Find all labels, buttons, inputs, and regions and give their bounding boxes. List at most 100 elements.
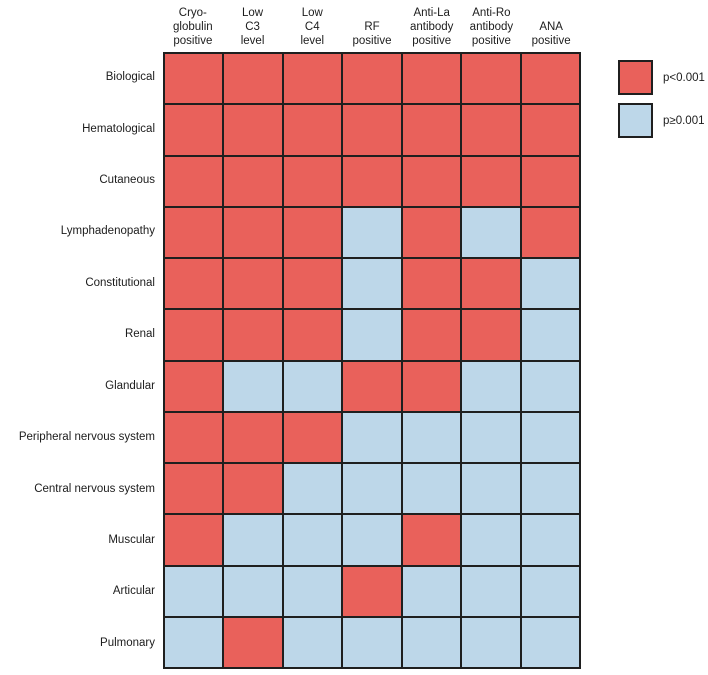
heatmap-cell xyxy=(461,616,521,668)
row-label: Pulmonary xyxy=(100,636,155,649)
heatmap-cell xyxy=(401,360,462,412)
column-headers: Cryo- globulin positive Low C3 level Low C… xyxy=(163,0,581,50)
heatmap-cell xyxy=(342,53,402,105)
heatmap-cell xyxy=(461,411,521,463)
row-label: Articular xyxy=(112,585,155,598)
heatmap-cell xyxy=(401,411,462,463)
heatmap-cell xyxy=(164,411,224,463)
heatmap-cell xyxy=(342,309,402,361)
heatmap-cell xyxy=(342,104,402,156)
heatmap-cell xyxy=(401,565,462,617)
heatmap-cell xyxy=(223,514,283,566)
row-label: Constitutional xyxy=(85,276,155,289)
row-label: Central nervous system xyxy=(34,482,155,495)
heatmap-cell xyxy=(282,463,343,515)
heatmap-cell xyxy=(223,206,283,258)
heatmap-cell xyxy=(282,616,343,668)
heatmap-cell xyxy=(401,104,462,156)
heatmap-cell xyxy=(342,463,402,515)
heatmap-cell xyxy=(223,309,283,361)
heatmap-cell xyxy=(282,155,343,207)
heatmap-cell xyxy=(342,616,402,668)
heatmap-cell xyxy=(223,411,283,463)
legend-swatch-red xyxy=(618,60,653,95)
heatmap-cell xyxy=(164,309,224,361)
heatmap-cell xyxy=(461,53,521,105)
row-label: Renal xyxy=(124,328,155,341)
heatmap-cell xyxy=(164,104,224,156)
heatmap-cell xyxy=(223,53,283,105)
heatmap-cell xyxy=(461,514,521,566)
heatmap-cell xyxy=(282,514,343,566)
heatmap-cell xyxy=(520,155,580,207)
column-header: Cryo- globulin positive xyxy=(173,7,213,47)
heatmap-cell xyxy=(520,206,580,258)
heatmap-cell xyxy=(282,309,343,361)
heatmap-cell xyxy=(164,463,224,515)
row-label: Hematological xyxy=(82,122,155,135)
heatmap-cell xyxy=(223,258,283,310)
heatmap-cell xyxy=(401,53,462,105)
heatmap-cell xyxy=(401,463,462,515)
heatmap-cell xyxy=(164,258,224,310)
row-label: Peripheral nervous system xyxy=(18,431,155,444)
heatmap-cell xyxy=(282,411,343,463)
heatmap-cell xyxy=(282,258,343,310)
heatmap-cell xyxy=(223,155,283,207)
heatmap-cell xyxy=(223,616,283,668)
column-header: Low C3 level xyxy=(240,7,265,47)
heatmap-cell xyxy=(401,258,462,310)
heatmap-cell xyxy=(401,514,462,566)
heatmap-cell xyxy=(401,616,462,668)
heatmap-cell xyxy=(461,206,521,258)
row-label: Glandular xyxy=(105,379,155,392)
heatmap-cell xyxy=(282,565,343,617)
heatmap-cell xyxy=(164,155,224,207)
heatmap-cell xyxy=(520,411,580,463)
heatmap-cell xyxy=(461,104,521,156)
heatmap-cell xyxy=(461,258,521,310)
legend-swatch-blue xyxy=(618,103,653,138)
row-label: Cutaneous xyxy=(99,174,155,187)
legend-item-not-significant: p≥0.001 xyxy=(618,103,705,138)
heatmap-cell xyxy=(342,565,402,617)
heatmap-cell xyxy=(164,206,224,258)
heatmap-cell xyxy=(223,565,283,617)
heatmap-cell xyxy=(461,309,521,361)
heatmap-cell xyxy=(164,565,224,617)
heatmap-cell xyxy=(401,206,462,258)
heatmap-cell xyxy=(520,565,580,617)
heatmap-cell xyxy=(342,411,402,463)
heatmap-cell xyxy=(164,53,224,105)
heatmap-cell xyxy=(164,360,224,412)
heatmap-cell xyxy=(223,104,283,156)
column-header: Anti-Ro antibody positive xyxy=(469,7,514,47)
heatmap-cell xyxy=(342,514,402,566)
row-label: Biological xyxy=(105,71,155,84)
heatmap-cell xyxy=(520,104,580,156)
heatmap-cell xyxy=(342,258,402,310)
heatmap-cell xyxy=(520,463,580,515)
heatmap-cell xyxy=(461,360,521,412)
heatmap-cell xyxy=(401,309,462,361)
heatmap-cell xyxy=(282,104,343,156)
heatmap-cell xyxy=(461,155,521,207)
heatmap-cell xyxy=(520,360,580,412)
heatmap-cell xyxy=(282,53,343,105)
row-labels: Biological Hematological Cutaneous Lymphade… xyxy=(0,52,157,669)
legend-label: p<0.001 xyxy=(663,71,705,84)
row-label: Muscular xyxy=(108,533,155,546)
column-header: RF positive xyxy=(352,21,392,47)
heatmap-cell xyxy=(342,360,402,412)
heatmap-cell xyxy=(164,514,224,566)
legend-item-significant: p<0.001 xyxy=(618,60,705,95)
heatmap-cell xyxy=(164,616,224,668)
heatmap-cell xyxy=(520,258,580,310)
heatmap-grid xyxy=(163,52,581,669)
heatmap-cell xyxy=(282,206,343,258)
column-header: ANA positive xyxy=(531,21,571,47)
heatmap-cell xyxy=(401,155,462,207)
heatmap-cell xyxy=(223,463,283,515)
column-header: Low C4 level xyxy=(300,7,325,47)
